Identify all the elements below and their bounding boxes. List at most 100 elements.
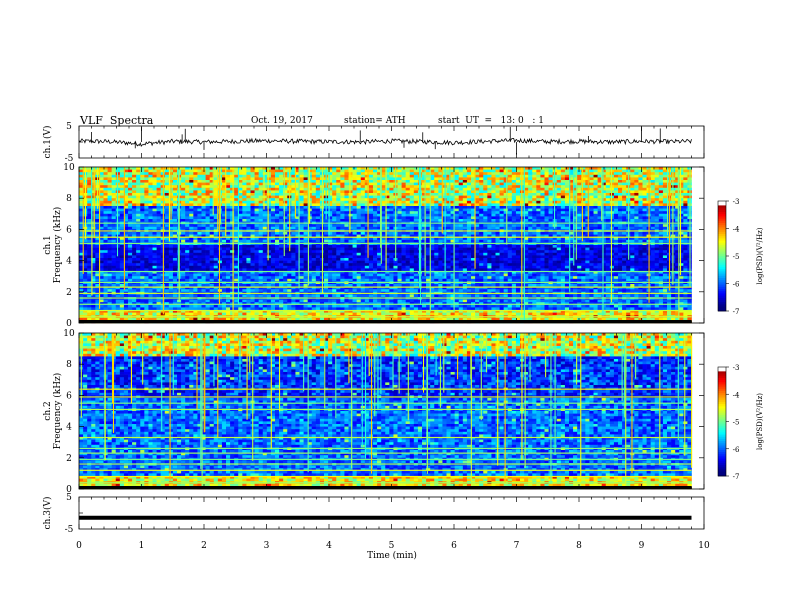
spectrogram-cell <box>503 174 509 178</box>
spectrogram-cell <box>524 206 529 209</box>
spectrogram-cell <box>544 213 549 217</box>
spectrogram-cell <box>556 180 562 183</box>
spectrogram-cell <box>311 224 317 228</box>
spectrogram-cell <box>136 247 141 251</box>
spectrogram-cell <box>515 239 521 243</box>
spectrogram-cell <box>377 224 382 228</box>
spectrogram-cell <box>487 174 492 178</box>
spectrogram-cell <box>140 250 145 254</box>
spectrogram-cell <box>181 237 186 241</box>
spectrogram-cell <box>585 177 590 181</box>
spectrogram-cell <box>258 190 264 194</box>
spectrogram-cell <box>385 185 390 189</box>
spectrogram-cell <box>397 219 402 222</box>
spectrogram-cell <box>413 206 419 209</box>
spectrogram-cell <box>458 195 464 199</box>
spectrogram-cell <box>479 187 484 191</box>
spectrogram-cell <box>597 187 602 191</box>
spectrogram-cell <box>385 247 390 251</box>
spectrogram-cell <box>385 167 390 170</box>
spectrogram-cell <box>434 203 439 207</box>
spectrogram-cell <box>593 182 598 186</box>
spectrogram-cell <box>156 169 161 173</box>
spectrogram-cell <box>438 224 443 228</box>
spectrogram-cell <box>658 167 664 170</box>
spectrogram-cell <box>471 232 476 235</box>
spectrogram-cell <box>164 195 170 199</box>
spectrogram-cell <box>662 185 668 189</box>
spectrogram-cell <box>221 234 227 238</box>
spectrogram-cell <box>487 206 492 209</box>
spectrogram-cell <box>458 232 464 235</box>
spectrogram-cell <box>634 208 639 212</box>
spectrogram-cell <box>128 167 133 170</box>
spectrogram-cell <box>295 187 300 191</box>
spectrogram-cell <box>238 245 243 248</box>
spectrogram-cell <box>128 190 133 194</box>
spectrogram-cell <box>430 169 435 173</box>
spectrogram-cell <box>119 187 125 191</box>
spectrogram-cell <box>597 198 602 202</box>
spectrogram-cell <box>91 219 96 222</box>
spectrogram-cell <box>450 239 455 243</box>
spectrogram-cell <box>548 200 553 204</box>
spectrogram-cell <box>413 234 419 238</box>
spectrogram-cell <box>348 208 353 212</box>
spectrogram-cell <box>270 198 276 202</box>
spectrogram-cell <box>111 198 117 202</box>
spectrogram-cell <box>226 206 231 209</box>
spectrogram-cell <box>283 193 288 196</box>
spectrogram-cell <box>585 237 590 241</box>
spectrogram-cell <box>458 187 464 191</box>
spectrogram-cell <box>279 185 284 189</box>
spectrogram-cell <box>262 213 268 217</box>
spectrogram-cell <box>181 226 186 230</box>
spectrogram-cell <box>270 187 276 191</box>
spectrogram-cell <box>573 208 578 212</box>
spectrogram-cell <box>577 185 582 189</box>
spectrogram-cell <box>515 177 521 181</box>
spectrogram-cell <box>107 187 112 191</box>
spectrogram-cell <box>679 182 684 186</box>
spectrogram-cell <box>299 177 304 181</box>
spectrogram-cell <box>136 206 141 209</box>
spectrogram-cell <box>569 232 574 235</box>
spectrogram-cell <box>430 245 435 248</box>
spectrogram-cell <box>642 211 647 215</box>
spectrogram-cell <box>123 247 129 251</box>
spectrogram-cell <box>246 167 251 170</box>
spectrogram-cell <box>454 211 460 215</box>
spectrogram-cell <box>458 245 464 248</box>
spectrogram-cell <box>258 167 264 170</box>
spectrogram-cell <box>368 167 374 170</box>
spectrogram-cell <box>348 224 353 228</box>
spectrogram-cell <box>609 180 615 183</box>
spectrogram-cell <box>242 206 247 209</box>
spectrogram-cell <box>589 208 594 212</box>
spectrogram-cell <box>205 247 210 251</box>
spectrogram-cell <box>328 187 333 191</box>
spectrogram-cell <box>136 203 141 207</box>
spectrogram-cell <box>144 245 149 248</box>
spectrogram-cell <box>189 185 194 189</box>
spectrogram-cell <box>258 180 264 183</box>
spectrogram-cell <box>605 206 611 209</box>
spectrogram-cell <box>299 219 304 222</box>
spectrogram-cell <box>79 185 84 189</box>
spectrogram-cell <box>79 198 84 202</box>
spectrogram-cell <box>438 219 443 222</box>
spectrogram-cell <box>132 250 137 254</box>
spectrogram-cell <box>201 219 206 222</box>
spectrogram-cell <box>270 211 276 215</box>
spectrogram-cell <box>409 226 415 230</box>
spectrogram-cell <box>205 180 210 183</box>
spectrogram-cell <box>156 213 161 217</box>
spectrogram-cell <box>593 206 598 209</box>
spectrogram-cell <box>328 237 333 241</box>
spectrogram-cell <box>242 180 247 183</box>
spectrogram-cell <box>487 195 492 199</box>
spectrogram-cell <box>123 224 129 228</box>
spectrogram-cell <box>140 213 145 217</box>
spectrogram-cell <box>528 185 533 189</box>
spectrogram-cell <box>123 206 129 209</box>
